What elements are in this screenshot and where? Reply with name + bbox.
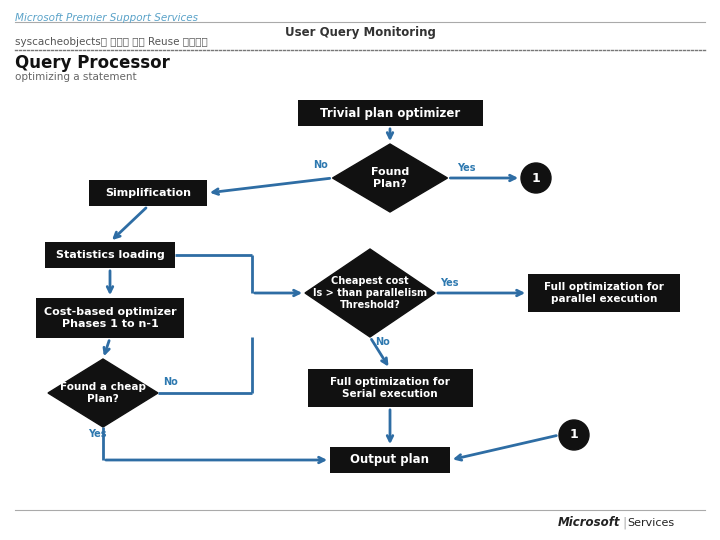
- Text: Yes: Yes: [440, 278, 459, 288]
- Text: syscacheobjects를 이용한 쿼리 Reuse 모니터링: syscacheobjects를 이용한 쿼리 Reuse 모니터링: [15, 37, 208, 47]
- Polygon shape: [305, 249, 435, 337]
- Polygon shape: [48, 359, 158, 427]
- Bar: [330, 447, 450, 473]
- Bar: [36, 298, 184, 338]
- Text: Statistics loading: Statistics loading: [55, 250, 164, 260]
- Circle shape: [559, 420, 589, 450]
- Text: Yes: Yes: [88, 429, 107, 439]
- Bar: [307, 369, 472, 407]
- Text: Query Processor: Query Processor: [15, 54, 170, 72]
- Text: Microsoft: Microsoft: [557, 516, 620, 530]
- Text: Services: Services: [627, 518, 674, 528]
- Text: 1: 1: [570, 429, 578, 442]
- Text: Cheapest cost
Is > than parallelism
Threshold?: Cheapest cost Is > than parallelism Thre…: [313, 275, 427, 310]
- Text: Trivial plan optimizer: Trivial plan optimizer: [320, 106, 460, 119]
- Text: Full optimization for
Serial execution: Full optimization for Serial execution: [330, 377, 450, 399]
- Circle shape: [521, 163, 551, 193]
- Text: No: No: [375, 337, 390, 347]
- Text: Cost-based optimizer
Phases 1 to n-1: Cost-based optimizer Phases 1 to n-1: [44, 307, 176, 329]
- Text: Found a cheap
Plan?: Found a cheap Plan?: [60, 382, 146, 404]
- Text: Output plan: Output plan: [351, 454, 430, 467]
- Text: Yes: Yes: [457, 163, 476, 173]
- Text: Microsoft Premier Support Services: Microsoft Premier Support Services: [15, 13, 198, 23]
- Text: |: |: [622, 516, 626, 530]
- Text: No: No: [312, 160, 328, 170]
- Text: User Query Monitoring: User Query Monitoring: [284, 26, 436, 39]
- Bar: [45, 242, 175, 268]
- Text: Simplification: Simplification: [105, 188, 191, 198]
- Text: 1: 1: [531, 172, 541, 185]
- Text: optimizing a statement: optimizing a statement: [15, 72, 137, 82]
- Bar: [297, 100, 482, 126]
- Text: Found
Plan?: Found Plan?: [371, 167, 409, 189]
- Polygon shape: [333, 144, 448, 212]
- Text: Full optimization for
parallel execution: Full optimization for parallel execution: [544, 282, 664, 304]
- Text: No: No: [163, 377, 178, 387]
- Bar: [89, 180, 207, 206]
- Bar: [528, 274, 680, 312]
